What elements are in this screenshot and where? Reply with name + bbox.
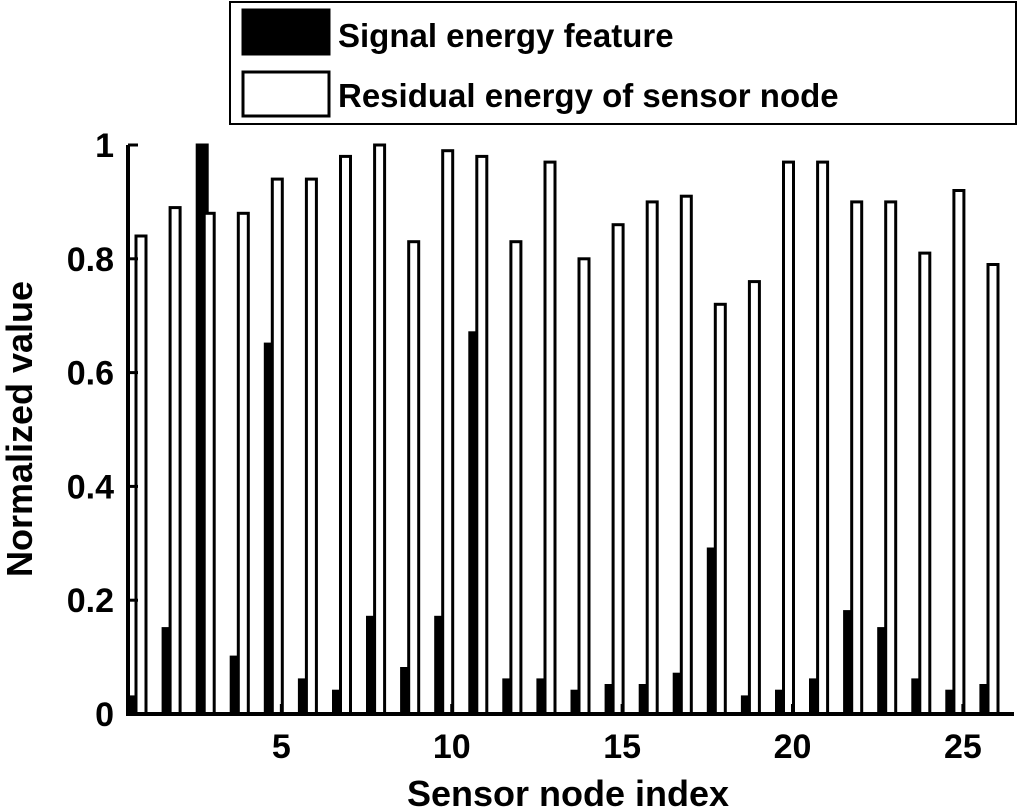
residual-energy-bar-2 — [168, 206, 182, 716]
y-tick-label: 0.2 — [67, 582, 114, 620]
residual-energy-bar-18 — [713, 302, 727, 716]
legend-box — [229, 1, 1017, 125]
x-tick-label: 20 — [774, 728, 812, 766]
legend-swatch-signal — [241, 8, 331, 56]
residual-energy-bar-19 — [747, 280, 761, 716]
y-ticks-group: 0 0.2 0.4 0.6 0.8 1 — [67, 127, 138, 734]
residual-energy-bar-1 — [134, 234, 148, 716]
y-tick-label: 1 — [95, 127, 114, 165]
residual-energy-bar-17 — [679, 194, 693, 716]
x-tick-label: 15 — [603, 728, 641, 766]
legend-label-residual: Residual energy of sensor node — [338, 77, 839, 114]
residual-energy-bar-6 — [304, 177, 318, 716]
residual-energy-bar-24 — [918, 251, 932, 716]
residual-energy-bar-7 — [339, 154, 352, 716]
legend-swatch-residual — [241, 70, 331, 118]
y-tick-label: 0.8 — [67, 241, 114, 279]
residual-energy-bar-21 — [816, 160, 830, 716]
y-tick-label: 0 — [95, 696, 114, 734]
x-ticks-group: 5 10 15 20 25 — [272, 704, 982, 766]
y-tick-label: 0.6 — [67, 355, 114, 393]
residual-energy-bar-20 — [782, 160, 795, 716]
x-tick-label: 10 — [433, 728, 471, 766]
residual-energy-bar-12 — [509, 240, 523, 716]
residual-energy-bar-14 — [577, 257, 591, 716]
residual-energy-bar-26 — [986, 263, 1000, 716]
residual-energy-bar-3 — [202, 211, 216, 716]
x-tick-label: 5 — [272, 728, 291, 766]
residual-energy-bar-13 — [543, 160, 557, 716]
legend-label-signal: Signal energy feature — [338, 17, 674, 54]
bars-group — [127, 143, 1000, 716]
x-tick-label: 25 — [944, 728, 982, 766]
residual-energy-bar-25 — [952, 189, 966, 716]
residual-energy-bar-9 — [407, 240, 421, 716]
residual-energy-bar-15 — [611, 223, 625, 716]
residual-energy-bar-5 — [270, 177, 284, 716]
x-axis-title: Sensor node index — [407, 773, 729, 808]
residual-energy-bar-16 — [645, 200, 659, 716]
y-tick-label: 0.4 — [67, 468, 114, 506]
residual-energy-bar-11 — [475, 154, 489, 716]
legend: Signal energy feature Residual energy of… — [229, 1, 1017, 125]
residual-energy-bar-10 — [441, 149, 455, 716]
y-axis-title: Normalized value — [0, 281, 40, 577]
residual-energy-bar-8 — [373, 143, 387, 716]
residual-energy-bar-23 — [884, 200, 898, 716]
residual-energy-bar-4 — [236, 211, 250, 716]
residual-energy-bar-22 — [850, 200, 864, 716]
